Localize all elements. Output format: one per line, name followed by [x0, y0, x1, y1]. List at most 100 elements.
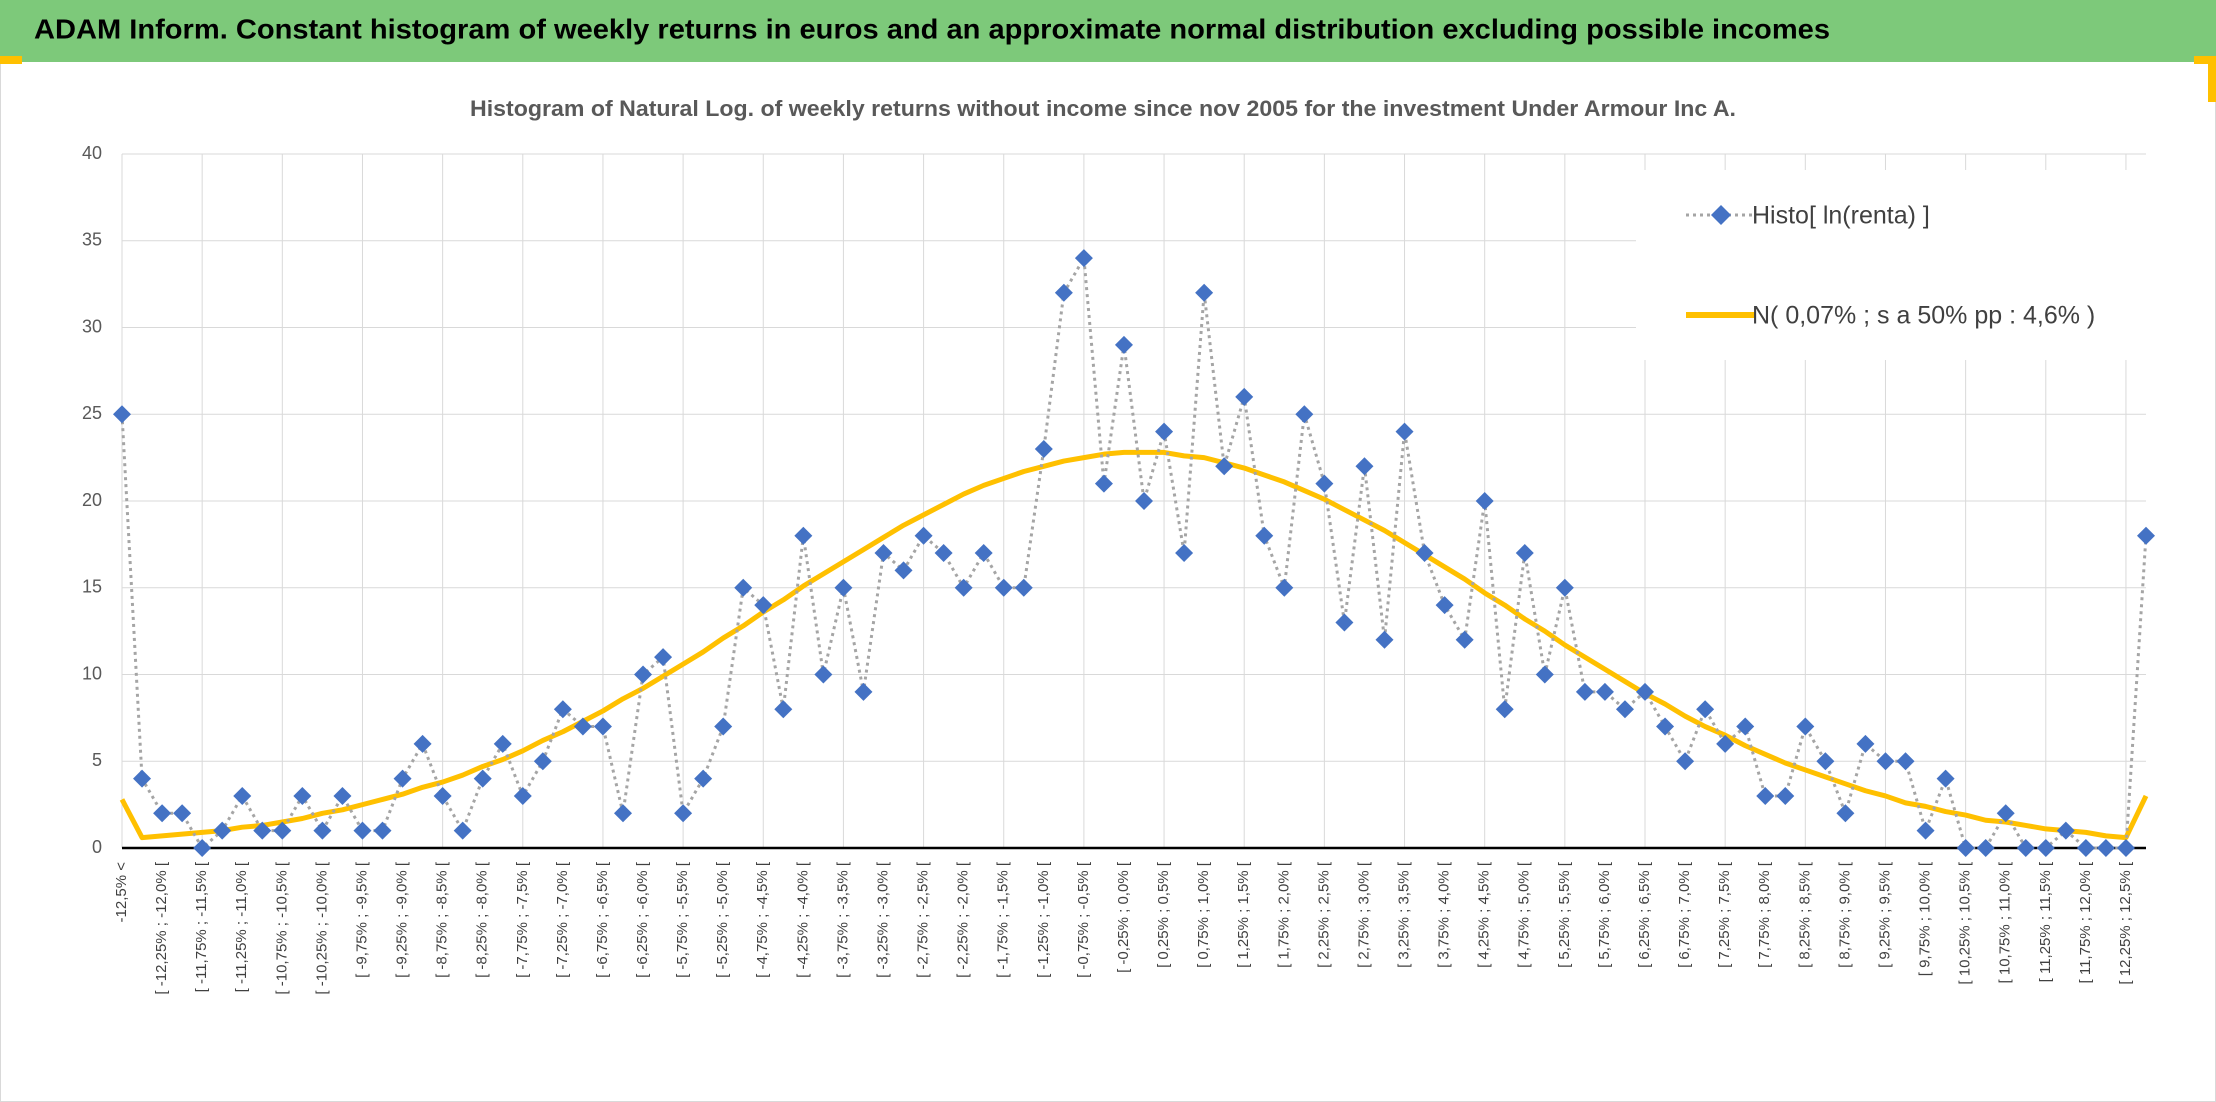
data-point	[734, 578, 753, 597]
data-point	[1575, 682, 1594, 701]
x-tick-label: [ -2,75% ; -2,5% [	[915, 861, 932, 978]
data-point	[2016, 839, 2035, 857]
chart-title: Histogram of Natural Log. of weekly retu…	[470, 96, 1736, 121]
data-point	[1716, 734, 1735, 753]
data-point	[1054, 283, 1073, 302]
data-point	[1896, 752, 1915, 771]
x-tick-label: [ 10,75% ; 11,0% [	[1997, 861, 2014, 983]
data-point	[133, 769, 152, 788]
data-point	[1475, 492, 1494, 510]
data-point	[794, 526, 813, 545]
legend-marker	[1711, 205, 1731, 225]
x-tick-label: [ -10,75% ; -10,5% [	[273, 861, 290, 994]
data-point	[994, 578, 1013, 597]
x-tick-label: [ 2,25% ; 2,5% [	[1315, 861, 1332, 968]
x-tick-label: [ 6,75% ; 7,0% [	[1676, 861, 1693, 968]
data-point	[1455, 630, 1474, 649]
x-tick-label: [ 11,75% ; 12,0% [	[2077, 861, 2094, 983]
x-tick-label: [ -0,25% ; 0,0% [	[1115, 861, 1132, 973]
data-point	[1956, 839, 1975, 857]
x-tick-label: [ 3,25% ; 3,5% [	[1396, 861, 1413, 968]
data-point	[854, 682, 873, 701]
x-tick-label: [ -11,75% ; -11,5% [	[193, 861, 210, 992]
x-tick-label: [ -11,25% ; -11,0% [	[233, 861, 250, 992]
x-tick-label: [ -4,75% ; -4,5% [	[754, 861, 771, 978]
data-point	[473, 769, 492, 788]
y-tick-label: 10	[82, 663, 102, 683]
data-point	[533, 752, 552, 771]
x-tick-label: [ 7,25% ; 7,5% [	[1716, 861, 1733, 968]
data-point	[1515, 544, 1534, 563]
data-point	[1215, 457, 1234, 476]
legend-label: N( 0,07% ; s a 50% pp : 4,6% )	[1752, 302, 2095, 330]
data-point	[1916, 821, 1935, 840]
data-point	[1595, 682, 1614, 701]
data-point	[433, 786, 452, 805]
data-point	[894, 561, 913, 580]
data-point	[1936, 769, 1955, 788]
data-point	[1014, 578, 1033, 597]
data-point	[1175, 544, 1194, 563]
data-point	[1114, 335, 1133, 354]
data-point	[453, 821, 472, 840]
data-point	[2056, 821, 2075, 840]
data-point	[1796, 717, 1815, 736]
x-tick-label: [ -9,75% ; -9,5% [	[353, 861, 370, 978]
data-point	[934, 544, 953, 563]
x-tick-label: [ -10,25% ; -10,0% [	[313, 861, 330, 994]
x-tick-label: [ 7,75% ; 8,0% [	[1756, 861, 1773, 968]
data-point	[1395, 422, 1414, 441]
data-point	[814, 665, 833, 684]
x-tick-label: [ -8,75% ; -8,5% [	[434, 861, 451, 978]
page-title: ADAM Inform. Constant histogram of weekl…	[34, 13, 1830, 44]
data-point	[273, 821, 292, 840]
x-tick-label: [ -4,25% ; -4,0% [	[794, 861, 811, 978]
x-tick-label: [ -9,25% ; -9,0% [	[394, 861, 411, 978]
x-tick-label: [ 6,25% ; 6,5% [	[1636, 861, 1653, 968]
x-tick-label: -12,5% <	[113, 862, 130, 923]
data-point	[2137, 526, 2155, 545]
x-tick-label: [ -5,25% ; -5,0% [	[714, 861, 731, 978]
x-tick-label: [ 3,75% ; 4,0% [	[1436, 861, 1453, 968]
x-tick-label: [ 12,25% ; 12,5% [	[2117, 861, 2134, 984]
data-point	[1155, 422, 1174, 441]
data-point	[1776, 786, 1795, 805]
data-point	[974, 544, 993, 563]
data-point	[1636, 682, 1655, 701]
data-point	[2116, 839, 2135, 857]
y-tick-label: 30	[82, 316, 102, 336]
data-point	[1255, 526, 1274, 545]
data-point	[1736, 717, 1755, 736]
data-point	[1555, 578, 1574, 597]
x-tick-label: [ -3,75% ; -3,5% [	[834, 861, 851, 978]
y-tick-label: 25	[82, 403, 102, 423]
data-point	[313, 821, 332, 840]
x-tick-label: [ 4,75% ; 5,0% [	[1516, 861, 1533, 968]
data-point	[1335, 613, 1354, 632]
data-point	[1275, 578, 1294, 597]
data-point	[1435, 596, 1454, 615]
data-point	[2076, 839, 2095, 857]
x-tick-label: [ -1,75% ; -1,5% [	[995, 861, 1012, 978]
data-point	[1295, 405, 1314, 424]
x-tick-label: [ -12,25% ; -12,0% [	[153, 861, 170, 994]
data-point	[593, 717, 612, 736]
data-point	[613, 804, 632, 823]
x-tick-label: [ -6,75% ; -6,5% [	[594, 861, 611, 978]
data-point	[113, 405, 131, 424]
x-tick-label: [ 1,75% ; 2,0% [	[1275, 861, 1292, 968]
x-tick-label: [ 8,75% ; 9,0% [	[1836, 861, 1853, 968]
x-tick-label: [ 5,25% ; 5,5% [	[1556, 861, 1573, 968]
legend-label: Histo[ ln(renta) ]	[1752, 202, 1930, 230]
data-point	[573, 717, 592, 736]
data-point	[1535, 665, 1554, 684]
x-tick-label: [ 9,75% ; 10,0% [	[1917, 861, 1934, 976]
y-tick-label: 0	[92, 837, 102, 857]
data-point	[213, 821, 232, 840]
x-tick-label: [ 5,75% ; 6,0% [	[1596, 861, 1613, 968]
data-point	[1996, 804, 2015, 823]
x-tick-label: [ 11,25% ; 11,5% [	[2037, 861, 2054, 982]
x-tick-label: [ -8,25% ; -8,0% [	[474, 861, 491, 978]
x-tick-label: [ 0,25% ; 0,5% [	[1155, 861, 1172, 968]
